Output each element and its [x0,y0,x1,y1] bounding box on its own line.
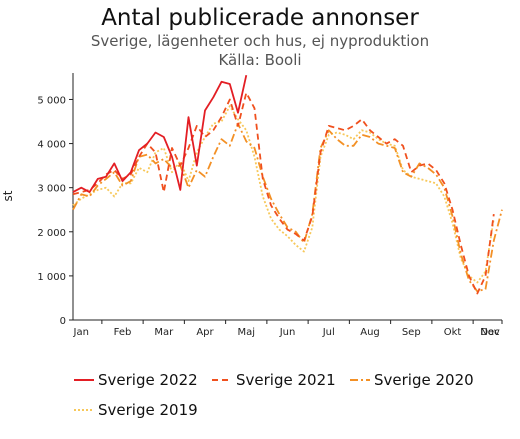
series-line-sverige-2020 [72,122,503,293]
x-tick-label: Aug [360,327,380,338]
chart-title: Antal publicerade annonser [101,5,419,31]
legend-label: Sverige 2019 [98,401,198,419]
x-tick-label: Jun [279,327,296,338]
y-tick-label: 3 000 [37,184,66,195]
series-lines [72,75,503,295]
y-tick-label: 4 000 [37,140,66,151]
y-ticks: 0 1 000 2 000 3 000 4 000 5 000 [37,95,73,327]
x-tick-label: Okt [444,327,462,338]
x-tick-label: Dec [480,327,499,338]
x-tick-label: Apr [196,327,214,338]
x-tick-label: Jul [322,327,335,338]
legend-label: Sverige 2020 [374,371,474,389]
x-tick-label: Nov [480,327,500,338]
series-line-sverige-2021 [72,91,495,295]
x-tick-label: Maj [237,327,255,338]
series-line-sverige-2019 [72,105,495,284]
y-tick-label: 1 000 [37,272,66,283]
y-tick-label: 5 000 [37,95,66,106]
chart-subtitle: Sverige, lägenheter och hus, ej nyproduk… [91,32,429,50]
legend-label: Sverige 2021 [236,371,336,389]
series-line-sverige-2022 [72,75,248,193]
y-axis-label: st [1,190,15,201]
legend-label: Sverige 2022 [98,371,198,389]
chart-source: Källa: Booli [218,51,301,69]
x-tick-label: Sep [402,327,421,338]
x-tick-label: Jan [73,327,89,338]
x-tick-label: Mar [154,327,174,338]
y-tick-label: 2 000 [37,228,66,239]
legend: Sverige 2022 Sverige 2021 Sverige 2020 Sver… [74,371,474,419]
y-tick-label: 0 [60,316,66,327]
x-tick-label: Feb [114,327,132,338]
